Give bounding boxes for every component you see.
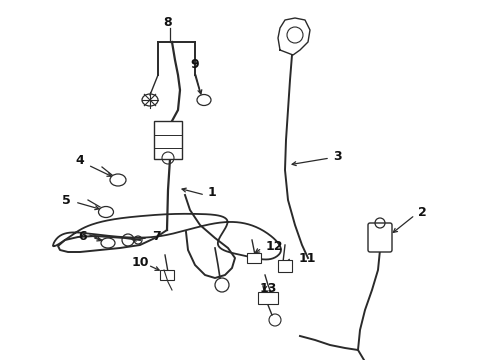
Text: 2: 2	[417, 206, 426, 219]
FancyBboxPatch shape	[154, 121, 182, 159]
FancyBboxPatch shape	[258, 292, 278, 304]
Text: 7: 7	[152, 230, 161, 243]
Text: 6: 6	[78, 230, 86, 243]
Text: 3: 3	[332, 149, 341, 162]
Text: 10: 10	[132, 256, 149, 269]
Text: 9: 9	[190, 58, 198, 72]
FancyBboxPatch shape	[278, 260, 291, 272]
FancyBboxPatch shape	[160, 270, 174, 280]
FancyBboxPatch shape	[246, 253, 261, 263]
FancyBboxPatch shape	[367, 223, 391, 252]
Text: 8: 8	[163, 15, 171, 28]
Text: 12: 12	[265, 239, 283, 252]
Text: 1: 1	[207, 186, 216, 199]
Text: 11: 11	[298, 252, 316, 265]
Text: 4: 4	[75, 153, 83, 166]
Text: 5: 5	[62, 194, 71, 207]
Text: 13: 13	[260, 282, 277, 294]
